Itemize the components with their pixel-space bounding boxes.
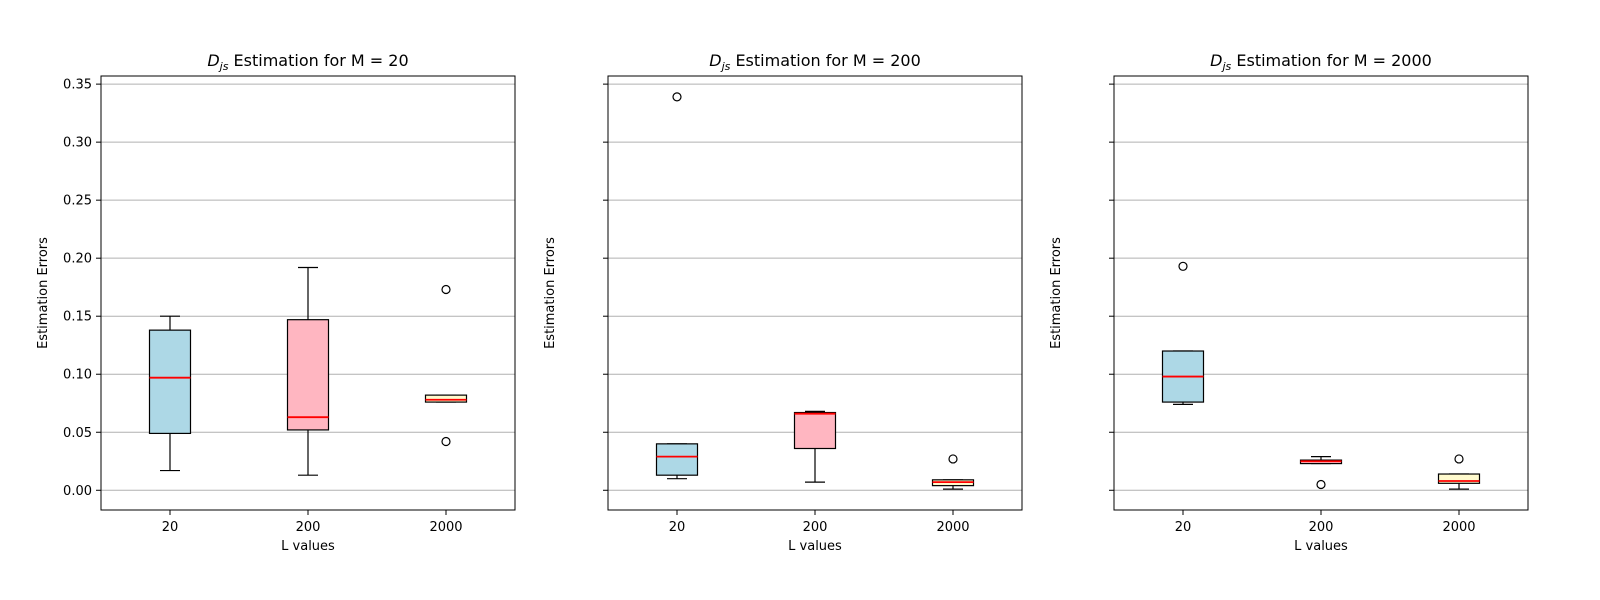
x-tick-label: 2000 xyxy=(1442,520,1475,535)
box-body xyxy=(148,329,192,435)
x-axis-label: L values xyxy=(281,539,335,554)
title-rest: Estimation for M = 20 xyxy=(228,51,408,70)
x-tick-label: 20 xyxy=(669,520,686,535)
title-symbol: D xyxy=(709,51,721,70)
x-tick-label: 2000 xyxy=(936,520,969,535)
y-tick-label: 0.15 xyxy=(63,310,92,325)
box-body xyxy=(286,319,330,431)
title-rest: Estimation for M = 200 xyxy=(730,51,920,70)
box-2000 xyxy=(931,454,975,490)
title-symbol: D xyxy=(1210,51,1222,70)
chart-title: Djs Estimation for M = 20 xyxy=(207,51,408,73)
subplot-3: 20 200 2000 L values Estimation Errors Djs Es… xyxy=(1049,51,1529,554)
title-subscript: js xyxy=(1220,60,1231,73)
box-body xyxy=(655,443,699,476)
chart-title: Djs Estimation for M = 2000 xyxy=(1210,51,1432,73)
box-20 xyxy=(655,92,699,480)
x-tick-label: 2000 xyxy=(429,520,462,535)
box-2000 xyxy=(1437,454,1481,490)
subplot-1: 0.00 0.05 0.10 0.15 0.20 0.25 0.30 0.35 20 200 200… xyxy=(36,51,516,554)
y-tick-label: 0.05 xyxy=(63,426,92,441)
title-subscript: js xyxy=(218,60,229,73)
box-body xyxy=(424,394,468,403)
outlier-point xyxy=(441,436,451,447)
outlier-point xyxy=(441,284,451,295)
title-subscript: js xyxy=(720,60,731,73)
x-axis-label: L values xyxy=(788,539,842,554)
axes-frame xyxy=(100,75,516,511)
x-tick-label: 20 xyxy=(1175,520,1192,535)
y-tick-label: 0.10 xyxy=(63,368,92,383)
x-tick-label: 20 xyxy=(162,520,179,535)
box-body xyxy=(793,411,837,450)
box-200 xyxy=(793,410,837,483)
y-axis-label: Estimation Errors xyxy=(543,237,558,349)
outlier-point xyxy=(948,454,958,464)
y-axis-label: Estimation Errors xyxy=(1049,237,1064,349)
outlier-point xyxy=(1454,454,1464,464)
y-tick-label: 0.25 xyxy=(63,194,92,209)
box-200 xyxy=(1299,456,1343,490)
x-tick-label: 200 xyxy=(803,520,828,535)
box-20 xyxy=(148,315,192,472)
axes-frame xyxy=(607,75,1023,511)
box-200 xyxy=(286,266,330,476)
box-20 xyxy=(1161,261,1205,406)
outlier-point xyxy=(1178,261,1188,271)
y-axis-label: Estimation Errors xyxy=(36,237,51,349)
chart-title: Djs Estimation for M = 200 xyxy=(709,51,921,73)
subplot-2: 20 200 2000 L values Estimation Errors Djs Es… xyxy=(543,51,1023,554)
box-2000 xyxy=(424,284,468,447)
x-axis-label: L values xyxy=(1294,539,1348,554)
x-tick-label: 200 xyxy=(296,520,321,535)
y-tick-label: 0.20 xyxy=(63,252,92,267)
outlier-point xyxy=(672,92,682,102)
y-tick-label: 0.30 xyxy=(63,136,92,151)
y-tick-label: 0.00 xyxy=(63,484,92,499)
outlier-point xyxy=(1316,479,1326,490)
title-symbol: D xyxy=(207,51,219,70)
y-tick-label: 0.35 xyxy=(63,78,92,93)
title-rest: Estimation for M = 2000 xyxy=(1231,51,1432,70)
x-tick-label: 200 xyxy=(1309,520,1334,535)
axes-frame xyxy=(1113,75,1529,511)
box-body xyxy=(1437,473,1481,484)
